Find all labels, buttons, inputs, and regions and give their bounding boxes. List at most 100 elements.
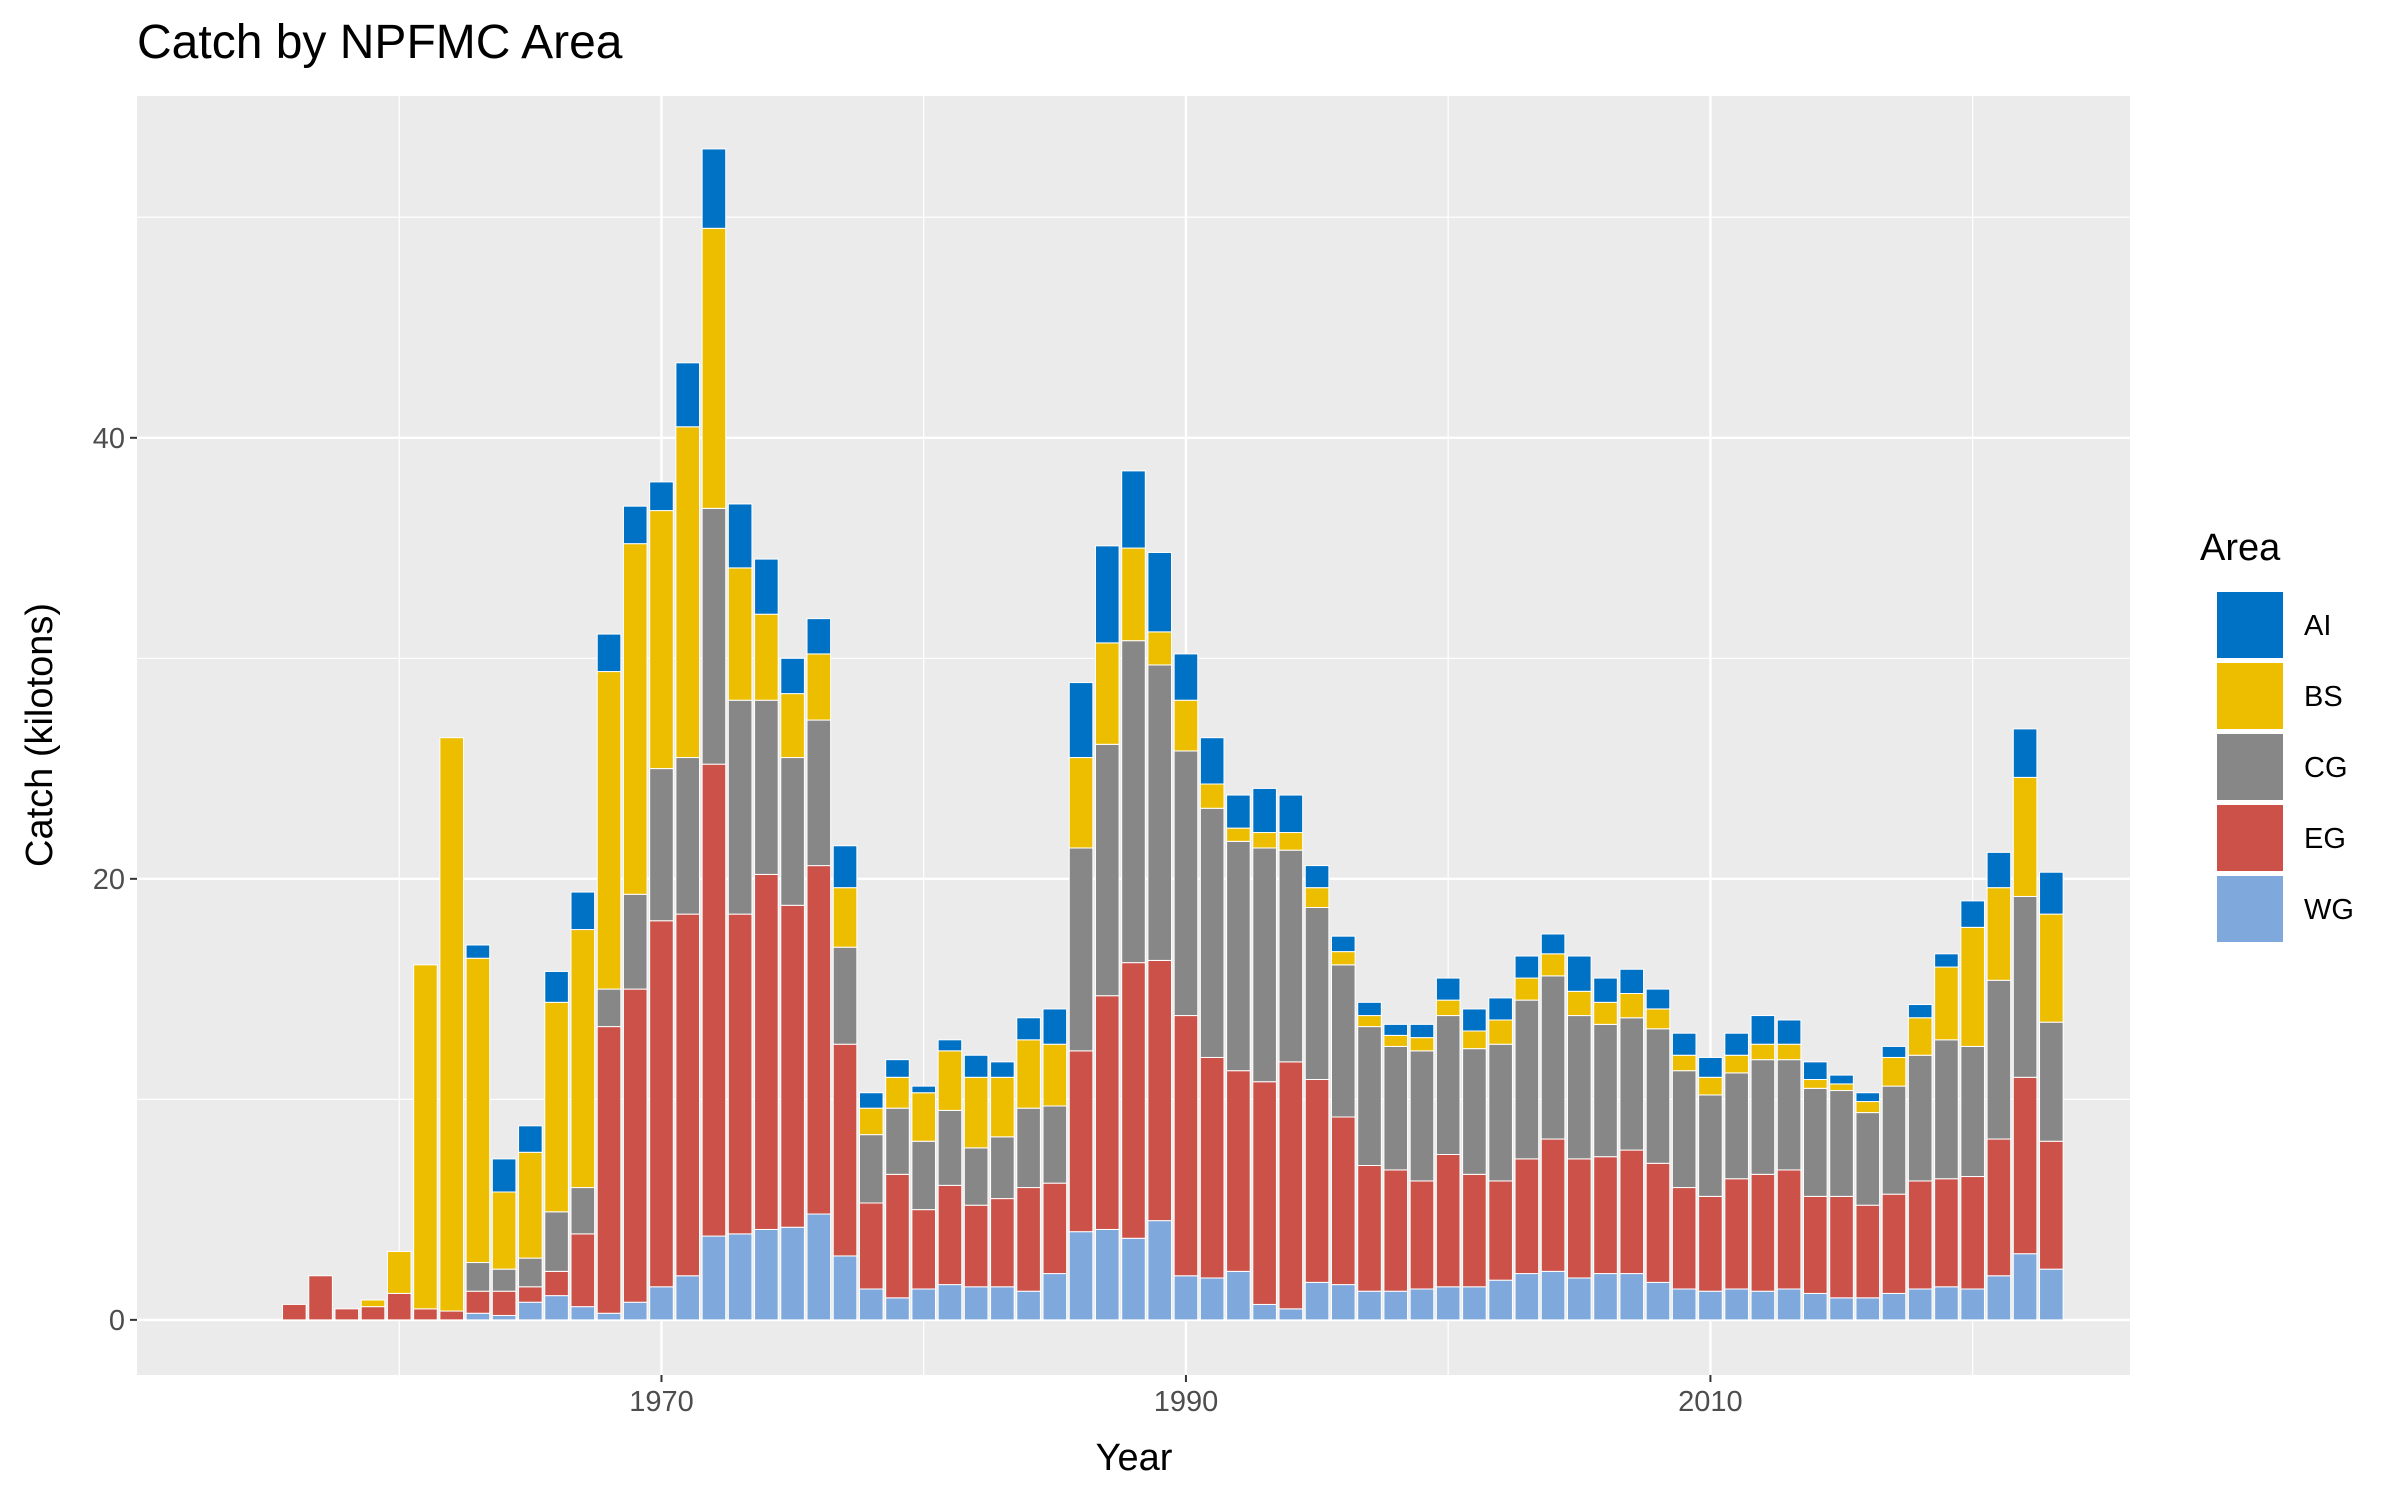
bar-ai-2020 — [1960, 900, 1985, 928]
bar-bs-1960 — [386, 1251, 412, 1294]
bar-wg-1972 — [701, 1235, 727, 1321]
bar-bs-2013 — [1776, 1043, 1802, 1061]
bar-ai-2000 — [1435, 977, 1461, 1001]
bar-bs-1959 — [360, 1299, 386, 1308]
bar-ai-2001 — [1462, 1008, 1487, 1032]
bar-bs-1994 — [1278, 832, 1304, 851]
bar-cg-1985 — [1042, 1105, 1068, 1184]
bar-bs-1962 — [439, 737, 464, 1312]
bar-eg-1978 — [858, 1202, 884, 1290]
bar-ai-2002 — [1488, 997, 1513, 1021]
bar-wg-1968 — [596, 1312, 622, 1321]
bar-cg-2004 — [1540, 975, 1566, 1140]
bar-cg-2016 — [1855, 1112, 1881, 1206]
bar-wg-2017 — [1881, 1292, 1907, 1321]
bar-bs-1981 — [937, 1050, 963, 1111]
bar-cg-1974 — [754, 699, 779, 875]
bar-ai-1997 — [1357, 1001, 1382, 1017]
bar-cg-2020 — [1960, 1045, 1985, 1178]
bar-wg-2018 — [1907, 1288, 1933, 1321]
bar-cg-1975 — [780, 757, 805, 906]
bar-cg-2022 — [2012, 895, 2038, 1078]
bar-eg-2020 — [1960, 1176, 1985, 1290]
legend: Area AI BS CG EG WG — [2200, 527, 2354, 944]
bar-bs-1983 — [990, 1076, 1015, 1138]
bar-eg-1960 — [386, 1292, 412, 1321]
bar-cg-1988 — [1121, 640, 1146, 964]
bar-eg-2007 — [1619, 1149, 1645, 1275]
bar-wg-1966 — [544, 1295, 569, 1321]
bar-ai-1964 — [491, 1158, 517, 1193]
bar-ai-2023 — [2039, 871, 2064, 915]
bar-eg-2016 — [1855, 1204, 1881, 1299]
bar-cg-1973 — [727, 699, 753, 915]
bar-eg-1970 — [649, 920, 674, 1288]
bar-eg-1989 — [1147, 959, 1173, 1222]
bar-cg-1965 — [518, 1257, 543, 1288]
bar-cg-1964 — [491, 1268, 517, 1292]
bar-eg-2021 — [1986, 1138, 2012, 1277]
bar-bs-1989 — [1147, 631, 1173, 666]
bar-ai-2018 — [1907, 1004, 1933, 1019]
bar-wg-1991 — [1199, 1277, 1225, 1321]
bar-eg-2018 — [1907, 1180, 1933, 1290]
bar-bs-1967 — [570, 929, 596, 1189]
bar-wg-2002 — [1488, 1279, 1513, 1321]
bar-ai-1996 — [1330, 935, 1356, 953]
bar-wg-2007 — [1619, 1273, 1645, 1321]
bar-eg-1957 — [308, 1275, 333, 1321]
bar-eg-1987 — [1094, 995, 1120, 1230]
bar-ai-1993 — [1252, 787, 1277, 834]
bar-bs-1964 — [491, 1191, 517, 1270]
bar-wg-2023 — [2039, 1268, 2064, 1321]
bar-eg-2015 — [1829, 1195, 1854, 1299]
legend-key-bs — [2215, 661, 2285, 731]
bar-bs-1980 — [911, 1092, 937, 1142]
bar-ai-2022 — [2012, 728, 2038, 778]
legend-label-ai: AI — [2304, 610, 2331, 642]
bar-eg-2003 — [1514, 1158, 1540, 1275]
bar-eg-1968 — [596, 1026, 622, 1314]
bar-bs-2018 — [1907, 1017, 1933, 1056]
bar-eg-2008 — [1645, 1162, 1671, 1283]
bar-wg-2022 — [2012, 1253, 2038, 1321]
bar-bs-1963 — [465, 957, 491, 1264]
bar-cg-2008 — [1645, 1028, 1671, 1164]
bar-cg-1977 — [832, 946, 858, 1045]
bar-cg-1972 — [701, 507, 727, 765]
bar-bs-2019 — [1934, 966, 1959, 1041]
bar-wg-2001 — [1462, 1286, 1487, 1321]
legend-label-cg: CG — [2304, 752, 2348, 784]
bar-bs-2008 — [1645, 1008, 1671, 1030]
bar-eg-1967 — [570, 1233, 596, 1308]
bar-bs-1977 — [832, 887, 858, 948]
bar-wg-1997 — [1357, 1290, 1382, 1321]
bar-bs-2012 — [1750, 1043, 1776, 1061]
legend-key-ai — [2215, 590, 2285, 660]
bar-bs-1971 — [675, 426, 700, 759]
bar-ai-2021 — [1986, 851, 2012, 889]
bar-bs-2015 — [1829, 1083, 1854, 1092]
bar-ai-1994 — [1278, 794, 1304, 834]
bar-wg-2011 — [1724, 1288, 1749, 1321]
bar-ai-2009 — [1671, 1032, 1697, 1056]
bar-cg-1968 — [596, 988, 622, 1028]
bar-wg-2014 — [1803, 1292, 1828, 1321]
bar-bs-2016 — [1855, 1101, 1881, 1114]
bar-ai-1987 — [1094, 545, 1120, 644]
bar-ai-1975 — [780, 657, 805, 695]
bar-bs-1988 — [1121, 547, 1146, 642]
bar-ai-1979 — [885, 1059, 910, 1078]
bar-ai-1967 — [570, 891, 596, 931]
bar-bs-2005 — [1567, 990, 1592, 1017]
y-tick-label: 0 — [109, 1305, 125, 1337]
bar-bs-1987 — [1094, 642, 1120, 745]
bar-eg-1976 — [806, 865, 832, 1215]
bar-ai-1984 — [1016, 1017, 1041, 1041]
bar-ai-2008 — [1645, 988, 1671, 1010]
bar-cg-2023 — [2039, 1021, 2064, 1142]
bar-eg-1971 — [675, 913, 700, 1277]
bar-eg-1973 — [727, 913, 753, 1235]
bar-cg-1986 — [1068, 847, 1094, 1052]
bar-eg-1992 — [1226, 1070, 1251, 1272]
